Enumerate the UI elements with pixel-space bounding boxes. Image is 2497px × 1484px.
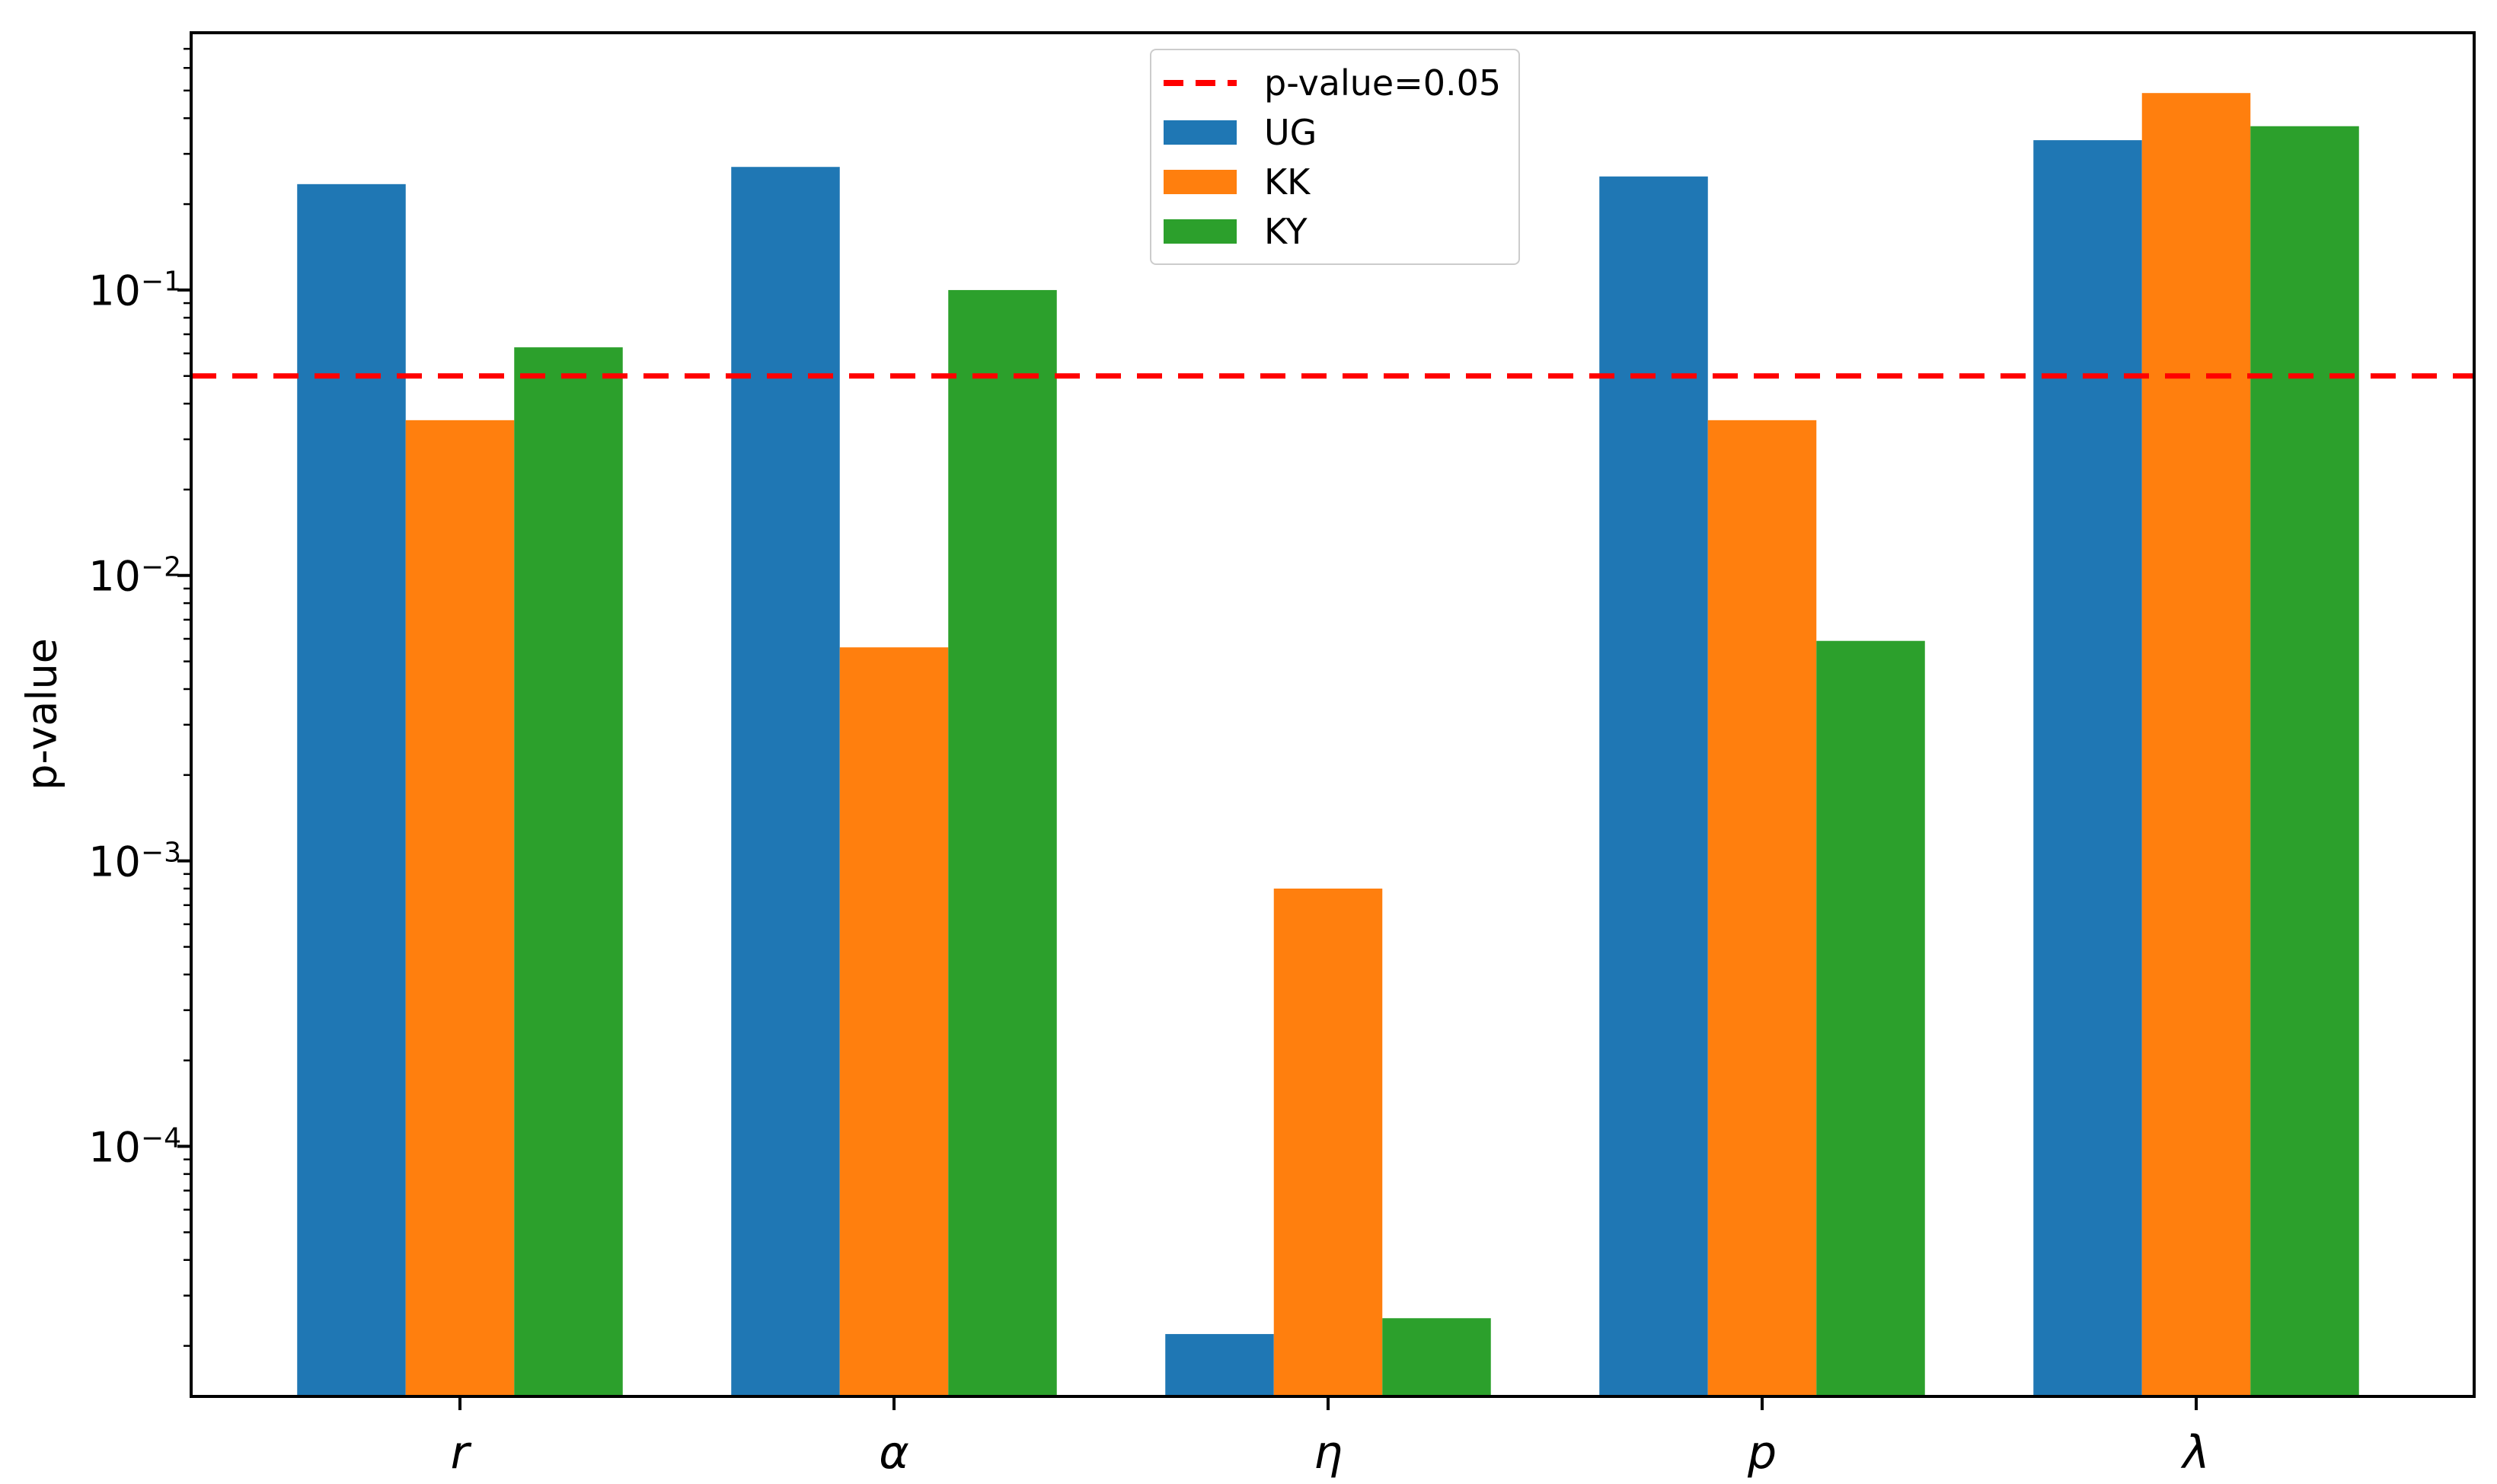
bar-kk-4	[2141, 93, 2251, 1397]
legend: p-value=0.05 UG KK KY	[1150, 49, 1520, 265]
legend-entry-kk: KK	[1151, 158, 1518, 206]
bar-ug-1	[731, 167, 840, 1396]
legend-entry-ug: UG	[1151, 108, 1518, 157]
legend-entry-reference-line: p-value=0.05	[1151, 59, 1518, 107]
bar-ky-0	[514, 347, 623, 1397]
legend-entry-ky: KY	[1151, 207, 1518, 256]
ug-color-swatch	[1164, 120, 1237, 145]
y-tick-label: 10−1	[88, 266, 181, 315]
bar-ky-2	[1382, 1318, 1491, 1396]
x-tick-label-alpha: α	[879, 1426, 909, 1479]
y-tick-label: 10−2	[88, 551, 181, 601]
x-tick-label-lambda: λ	[2182, 1426, 2210, 1479]
bar-kk-1	[839, 647, 949, 1396]
y-tick-label: 10−3	[88, 837, 181, 886]
legend-label: KK	[1264, 161, 1311, 203]
dashed-line-swatch	[1164, 79, 1237, 86]
bar-ky-4	[2250, 126, 2359, 1396]
legend-label: UG	[1264, 111, 1317, 153]
x-tick-label-eta: η	[1313, 1426, 1343, 1479]
ky-color-swatch	[1164, 219, 1237, 244]
bar-ug-2	[1165, 1334, 1274, 1396]
bar-ky-3	[1816, 640, 1925, 1396]
bar-kk-3	[1707, 420, 1817, 1397]
bar-ky-1	[948, 289, 1057, 1396]
legend-label: KY	[1264, 210, 1308, 252]
kk-color-swatch	[1164, 169, 1237, 194]
y-tick-label: 10−4	[88, 1122, 181, 1172]
bar-ug-4	[2033, 140, 2142, 1396]
bar-kk-2	[1273, 889, 1383, 1396]
y-axis-title: p-value	[18, 638, 66, 790]
axes-spines	[190, 31, 2476, 1398]
bar-kk-0	[405, 420, 515, 1397]
x-tick-label-r: r	[450, 1426, 470, 1479]
bar-ug-0	[297, 184, 406, 1396]
x-tick-label-p: p	[1747, 1426, 1777, 1479]
bar-ug-3	[1599, 176, 1708, 1397]
legend-label: p-value=0.05	[1264, 62, 1502, 104]
